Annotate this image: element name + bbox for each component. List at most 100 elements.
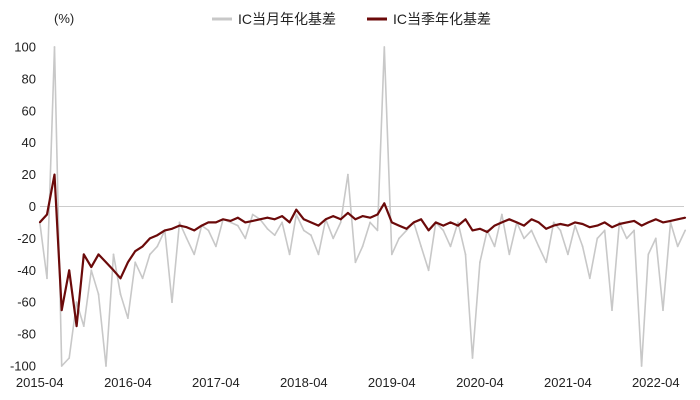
y-tick-label-1: 80 xyxy=(22,71,36,86)
monthly-point-81 xyxy=(633,229,635,232)
quarterly-point-62 xyxy=(493,224,496,227)
monthly-point-38 xyxy=(317,253,320,256)
y-tick-label-2: 60 xyxy=(22,103,36,118)
quarterly-point-71 xyxy=(559,223,562,225)
quarterly-point-82 xyxy=(640,224,643,227)
monthly-point-71 xyxy=(559,229,562,232)
x-tick-label-0: 2015-04 xyxy=(16,375,64,390)
monthly-point-15 xyxy=(149,253,151,256)
quarterly-point-63 xyxy=(501,221,503,224)
quarterly-point-8 xyxy=(97,253,100,256)
quarterly-point-38 xyxy=(317,224,320,227)
monthly-point-69 xyxy=(545,261,548,264)
monthly-point-66 xyxy=(523,237,525,240)
monthly-point-13 xyxy=(134,261,137,264)
quarterly-point-46 xyxy=(376,213,379,216)
monthly-point-24 xyxy=(215,245,217,248)
quarterly-point-0 xyxy=(38,221,41,224)
monthly-point-1 xyxy=(46,277,48,280)
quarterly-point-42 xyxy=(347,212,349,214)
x-tick-label-1: 2016-04 xyxy=(104,375,152,390)
quarterly-point-2 xyxy=(53,173,56,176)
monthly-point-80 xyxy=(625,237,628,240)
quarterly-point-1 xyxy=(46,213,48,216)
quarterly-point-31 xyxy=(266,216,269,219)
quarterly-point-37 xyxy=(310,221,312,224)
quarterly-point-80 xyxy=(625,221,628,224)
y-unit-label: (%) xyxy=(54,11,74,26)
monthly-point-59 xyxy=(471,357,474,359)
quarterly-point-49 xyxy=(398,224,400,227)
monthly-point-68 xyxy=(537,245,540,248)
monthly-point-83 xyxy=(647,253,650,256)
quarterly-point-18 xyxy=(171,227,173,230)
quarterly-point-87 xyxy=(676,218,679,221)
monthly-point-41 xyxy=(339,221,342,224)
quarterly-point-61 xyxy=(486,231,489,233)
quarterly-point-9 xyxy=(105,261,107,264)
monthly-point-12 xyxy=(127,317,129,319)
y-tick-label-3: 40 xyxy=(22,135,36,150)
monthly-point-8 xyxy=(97,293,100,296)
monthly-point-35 xyxy=(295,213,298,216)
plot-area xyxy=(38,46,687,367)
quarterly-point-36 xyxy=(302,218,305,221)
monthly-point-19 xyxy=(178,221,181,224)
quarterly-point-39 xyxy=(324,218,327,221)
quarterly-point-47 xyxy=(383,202,386,205)
monthly-point-28 xyxy=(244,237,247,240)
monthly-point-46 xyxy=(376,229,379,232)
quarterly-point-19 xyxy=(178,224,181,227)
monthly-point-31 xyxy=(266,227,269,230)
monthly-point-73 xyxy=(574,224,576,227)
x-tick-label-2: 2017-04 xyxy=(192,375,240,390)
quarterly-point-78 xyxy=(611,226,613,229)
quarterly-point-23 xyxy=(207,221,210,224)
monthly-point-75 xyxy=(588,277,591,280)
monthly-point-50 xyxy=(405,229,408,232)
quarterly-point-81 xyxy=(633,220,635,222)
monthly-point-11 xyxy=(119,293,122,296)
monthly-point-14 xyxy=(141,277,144,280)
monthly-point-64 xyxy=(508,253,511,256)
monthly-point-70 xyxy=(552,221,555,224)
legend-label-monthly: IC当月年化基差 xyxy=(238,11,336,27)
monthly-point-48 xyxy=(390,253,393,256)
monthly-point-9 xyxy=(105,365,107,367)
quarterly-point-85 xyxy=(662,221,664,224)
quarterly-point-43 xyxy=(354,218,357,221)
quarterly-point-53 xyxy=(427,229,430,232)
y-tick-label-7: -40 xyxy=(17,263,36,278)
quarterly-point-73 xyxy=(574,221,576,224)
quarterly-point-35 xyxy=(295,208,298,211)
series-line-quarterly xyxy=(38,173,686,328)
monthly-point-63 xyxy=(501,213,503,216)
monthly-point-88 xyxy=(684,229,687,232)
legend-label-quarterly: IC当季年化基差 xyxy=(393,11,491,27)
quarterly-point-28 xyxy=(244,221,247,224)
monthly-point-23 xyxy=(207,229,210,232)
monthly-point-27 xyxy=(236,224,239,227)
quarterly-point-50 xyxy=(405,227,408,230)
monthly-point-67 xyxy=(530,229,533,232)
quarterly-point-3 xyxy=(60,309,63,312)
monthly-point-26 xyxy=(229,221,232,224)
quarterly-point-48 xyxy=(390,221,393,224)
monthly-point-76 xyxy=(596,237,599,240)
legend: IC当月年化基差 IC当季年化基差 xyxy=(212,11,491,27)
quarterly-point-69 xyxy=(545,227,548,230)
monthly-point-82 xyxy=(640,365,643,367)
monthly-point-85 xyxy=(662,309,664,312)
quarterly-point-54 xyxy=(434,221,437,224)
quarterly-point-83 xyxy=(647,221,650,224)
monthly-point-60 xyxy=(479,261,481,264)
monthly-point-52 xyxy=(420,245,422,248)
monthly-point-74 xyxy=(581,245,584,248)
monthly-point-44 xyxy=(361,245,364,248)
x-tick-label-5: 2020-04 xyxy=(456,375,504,390)
monthly-point-32 xyxy=(273,234,276,237)
quarterly-point-21 xyxy=(193,229,196,232)
quarterly-point-13 xyxy=(134,250,137,253)
y-tick-label-4: 20 xyxy=(22,167,36,182)
